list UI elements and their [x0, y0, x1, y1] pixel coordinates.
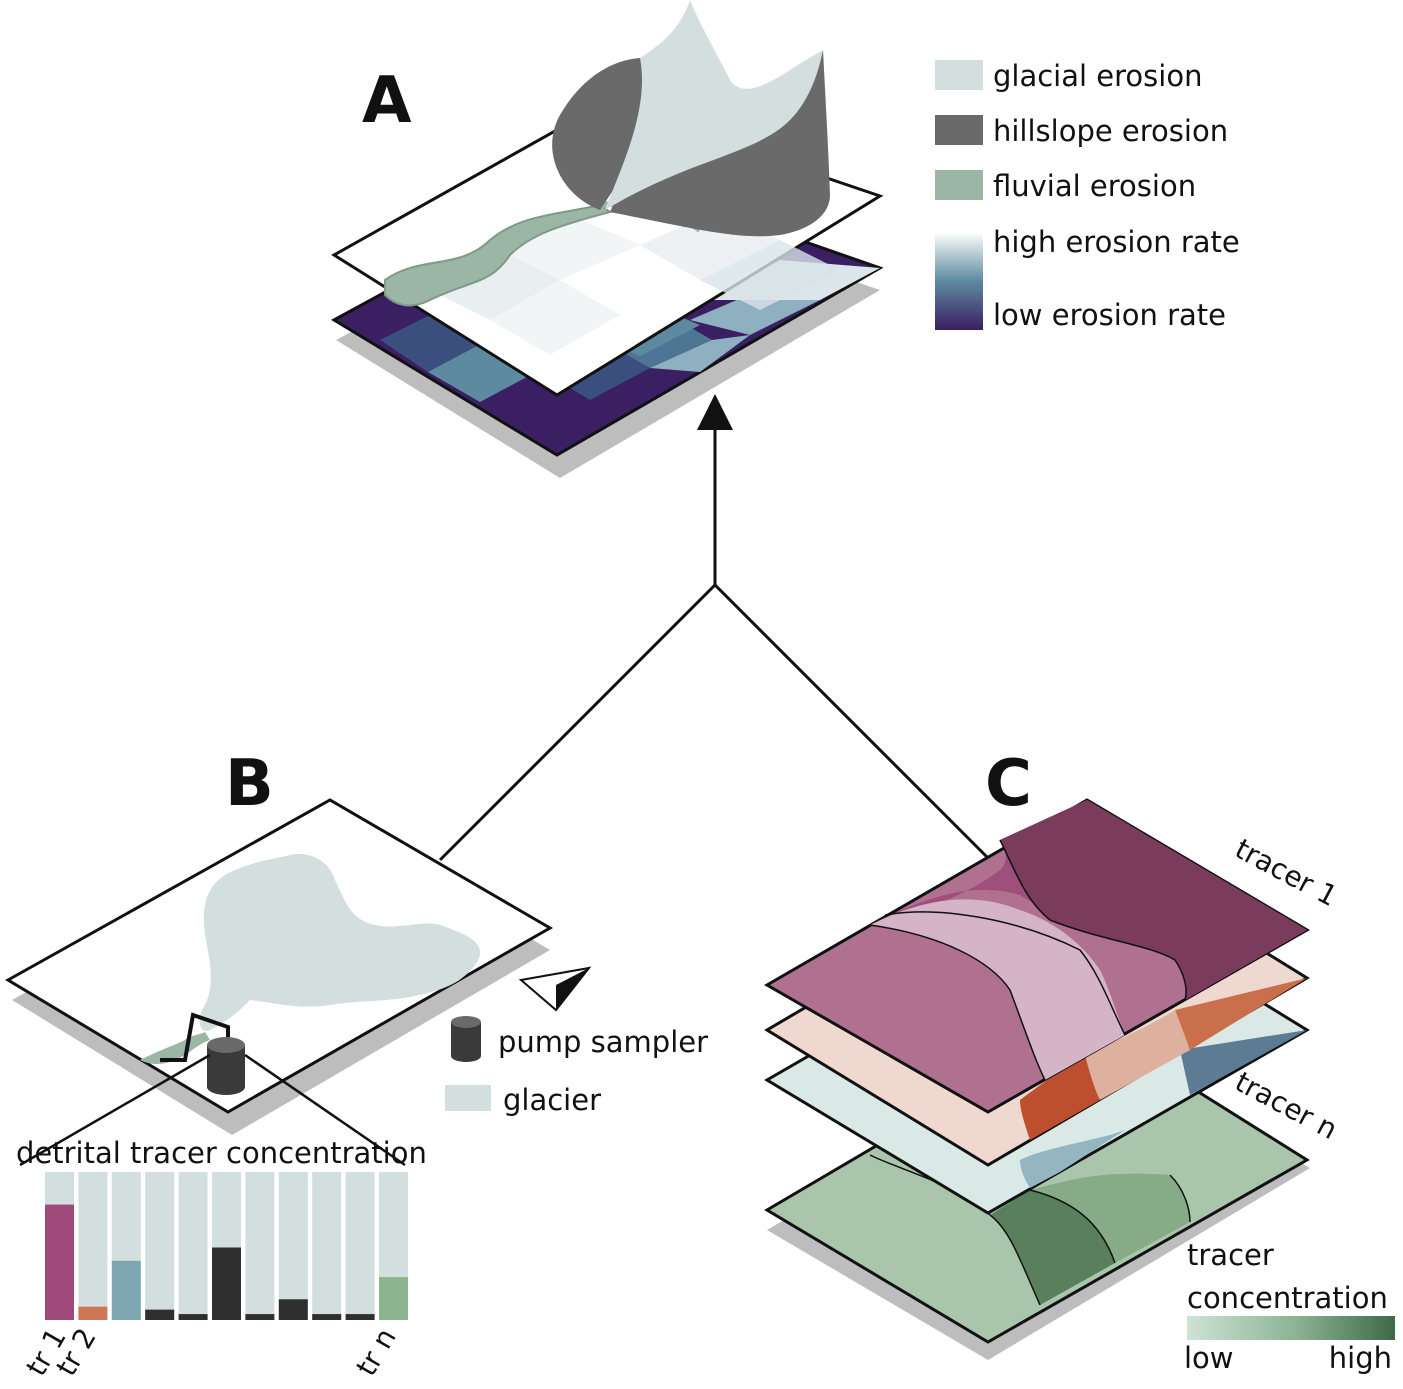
legend-high-rate-label: high erosion rate — [993, 225, 1240, 259]
north-arrow-icon — [518, 966, 592, 1012]
tracer-bar-background — [312, 1172, 342, 1320]
legend-pump-sampler-icon — [451, 1016, 481, 1062]
legend-glacial-swatch — [935, 60, 983, 90]
tracer-bar-background — [345, 1172, 375, 1320]
sampling-site-route — [160, 1012, 230, 1062]
tracer-bar — [312, 1314, 342, 1320]
tracer-bar — [278, 1299, 308, 1320]
panel-a-letter: A — [362, 64, 412, 138]
erosion-process-map — [331, 0, 884, 397]
connector-lines — [438, 394, 992, 862]
concentration-title-line2: concentration — [1187, 1281, 1388, 1315]
river-outline — [140, 1032, 210, 1065]
legend-tracer-concentration: tracer concentration low high — [1184, 1238, 1395, 1375]
legend-erosion: glacial erosion hillslope erosion fluvia… — [935, 59, 1240, 332]
concentration-high-label: high — [1329, 1341, 1392, 1375]
tracer-bar-background — [245, 1172, 275, 1320]
tracer-bar — [345, 1314, 375, 1320]
tracer-bar-background — [78, 1172, 108, 1320]
legend-glacial-label: glacial erosion — [993, 59, 1202, 93]
legend-glacier-label: glacier — [503, 1083, 601, 1117]
legend-fluvial-label: fluvial erosion — [993, 169, 1196, 203]
tracer-bars — [45, 1172, 408, 1320]
legend-erosion-rate-gradient — [935, 232, 983, 330]
concentration-low-label: low — [1184, 1341, 1234, 1375]
tracer-bar-background — [178, 1172, 208, 1320]
glacier-outline — [199, 853, 481, 1031]
tracer-bar — [178, 1314, 208, 1320]
tracer-bar — [379, 1277, 408, 1320]
legend-sampling: pump sampler glacier — [445, 1016, 708, 1117]
pump-sampler-icon — [207, 1037, 245, 1095]
panel-c-tracer-layers: tracer 1 tracer n — [763, 798, 1343, 1360]
panel-b-sampling-map — [5, 798, 592, 1167]
panel-c-letter: C — [985, 747, 1032, 821]
panel-a-erosion-maps — [330, 0, 884, 478]
tracer-bar — [78, 1306, 108, 1320]
concentration-title-line1: tracer — [1187, 1238, 1274, 1272]
tracer-bar — [145, 1309, 175, 1320]
tracer-bar-background — [145, 1172, 175, 1320]
concentration-gradient-bar — [1187, 1316, 1395, 1340]
legend-hillslope-swatch — [935, 115, 983, 145]
tracer-bar — [245, 1314, 275, 1320]
tracer-bar — [111, 1260, 141, 1320]
tracer-bar — [45, 1204, 74, 1320]
tracer-bar — [212, 1247, 241, 1320]
legend-fluvial-swatch — [935, 170, 983, 200]
legend-low-rate-label: low erosion rate — [993, 298, 1226, 332]
legend-pump-sampler-label: pump sampler — [498, 1025, 708, 1059]
bar-panel-title: detrital tracer concentration — [16, 1136, 427, 1170]
tracer-bar-background — [278, 1172, 308, 1320]
panel-b-letter: B — [225, 747, 274, 821]
layer-tracer-1 — [763, 798, 1310, 1114]
tick-label-trn: tr n — [349, 1322, 402, 1381]
legend-glacier-swatch — [445, 1085, 491, 1111]
legend-hillslope-label: hillslope erosion — [993, 114, 1228, 148]
